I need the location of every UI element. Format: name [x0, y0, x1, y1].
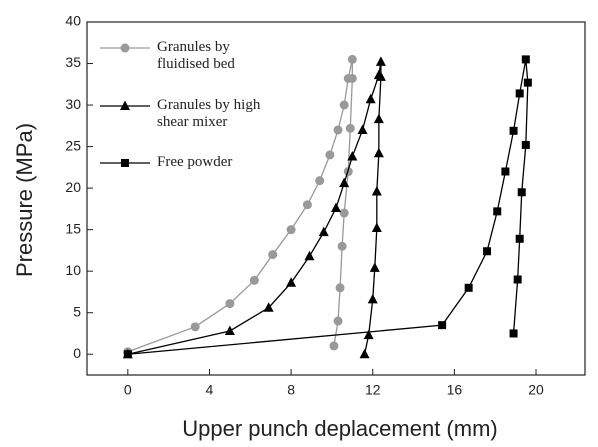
- y-tick-label: 10: [65, 262, 81, 278]
- marker: [501, 167, 510, 176]
- marker: [339, 100, 349, 110]
- plot-frame: [86, 21, 586, 376]
- marker: [371, 185, 382, 196]
- legend-label: Granules by high shear mixer: [157, 97, 261, 130]
- marker: [345, 123, 355, 133]
- marker: [517, 188, 526, 197]
- marker: [337, 241, 347, 251]
- marker: [375, 56, 386, 66]
- marker: [359, 348, 370, 359]
- marker: [120, 100, 130, 110]
- marker: [333, 316, 343, 326]
- marker: [318, 226, 329, 237]
- marker: [493, 207, 502, 216]
- marker: [509, 126, 518, 135]
- marker: [331, 202, 341, 213]
- marker: [347, 73, 357, 83]
- marker: [438, 321, 447, 330]
- x-tick-label: 4: [206, 382, 214, 398]
- marker: [367, 293, 378, 304]
- marker: [483, 247, 492, 256]
- marker: [249, 275, 259, 285]
- marker: [329, 341, 339, 351]
- marker: [515, 234, 524, 243]
- marker: [363, 329, 374, 340]
- marker: [263, 302, 274, 312]
- series-line: [127, 61, 382, 355]
- marker: [375, 71, 386, 81]
- marker: [224, 325, 235, 335]
- marker: [302, 200, 312, 210]
- marker: [335, 283, 345, 293]
- x-tick-label: 8: [287, 382, 295, 398]
- x-tick-label: 16: [447, 382, 463, 398]
- marker: [513, 275, 522, 284]
- marker: [464, 283, 473, 292]
- marker: [190, 322, 200, 332]
- legend-label: Free powder: [157, 154, 233, 170]
- marker: [268, 250, 278, 260]
- marker: [521, 140, 530, 149]
- x-tick-label: 12: [365, 382, 381, 398]
- marker: [369, 262, 380, 272]
- x-tick-label: 20: [528, 382, 544, 398]
- x-tick-label: 0: [124, 382, 132, 398]
- marker: [357, 124, 368, 134]
- y-tick-label: 0: [73, 345, 81, 361]
- marker: [347, 151, 358, 161]
- y-tick-label: 20: [65, 179, 81, 195]
- marker: [365, 93, 376, 104]
- marker: [121, 159, 129, 167]
- y-tick-label: 5: [73, 303, 81, 319]
- x-axis-label: Upper punch deplacement (mm): [182, 416, 497, 441]
- marker: [347, 54, 357, 64]
- marker: [373, 147, 384, 158]
- marker: [123, 350, 132, 359]
- y-tick-label: 30: [65, 96, 81, 112]
- marker: [286, 225, 296, 235]
- marker: [304, 250, 315, 261]
- y-tick-label: 15: [65, 220, 81, 236]
- y-tick-label: 35: [65, 54, 81, 70]
- marker: [509, 329, 518, 338]
- y-tick-label: 40: [65, 13, 81, 29]
- y-tick-label: 25: [65, 137, 81, 153]
- marker: [523, 78, 532, 87]
- marker: [339, 208, 349, 218]
- legend-label: Granules by fluidised bed: [157, 39, 235, 72]
- marker: [521, 55, 530, 64]
- marker: [286, 277, 297, 287]
- marker: [339, 177, 350, 188]
- marker: [373, 113, 384, 124]
- marker: [225, 299, 235, 309]
- marker: [333, 125, 343, 135]
- marker: [371, 222, 382, 232]
- marker: [325, 150, 335, 160]
- y-axis-label: Pressure (MPa): [12, 123, 37, 277]
- marker: [515, 89, 524, 98]
- marker: [315, 176, 325, 186]
- marker: [120, 43, 130, 53]
